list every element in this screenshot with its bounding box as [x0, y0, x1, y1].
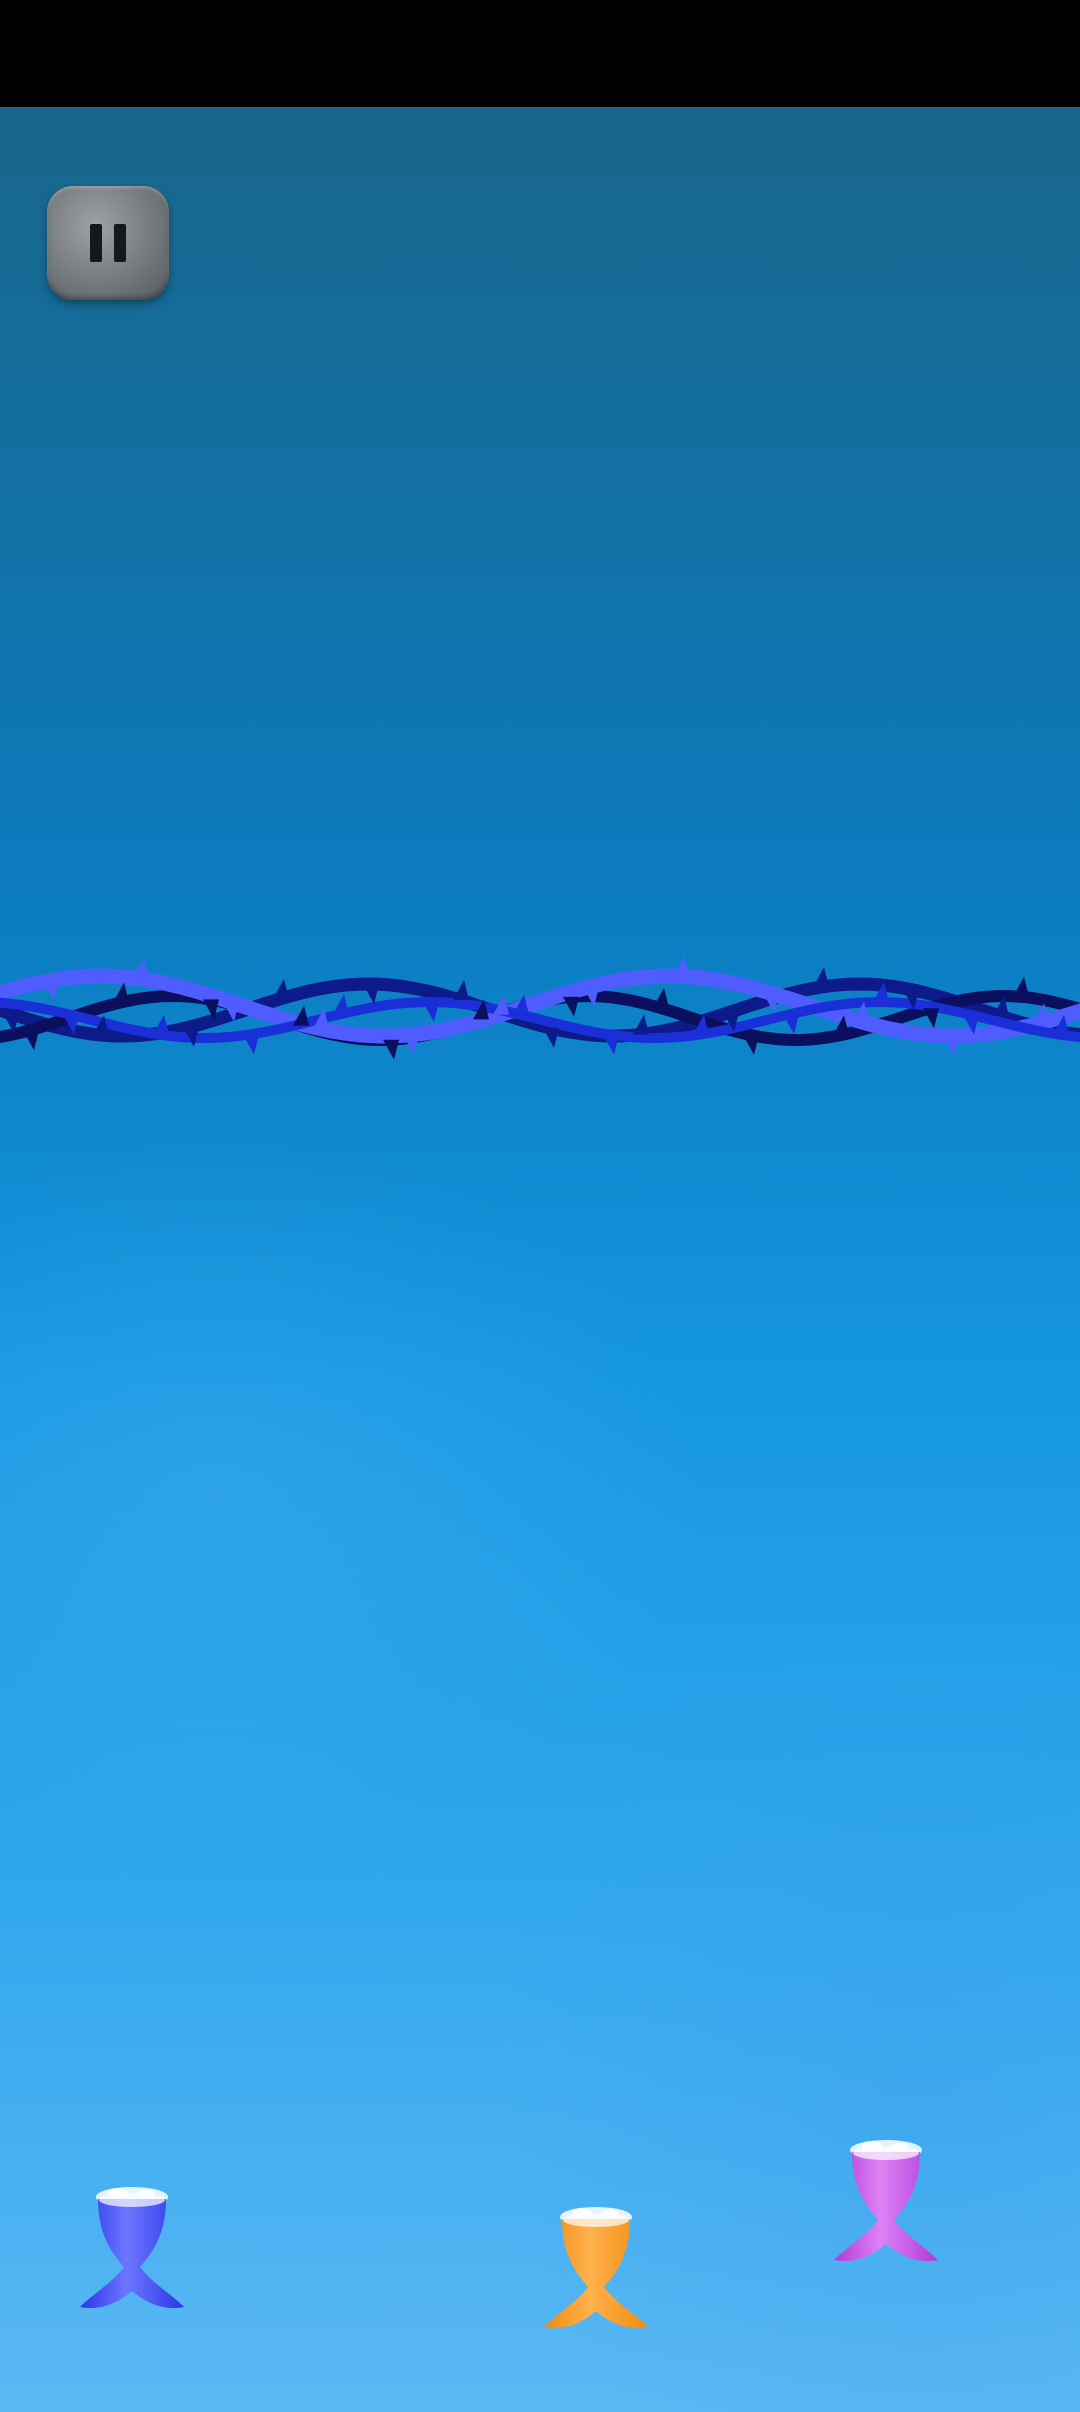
vine-thorn — [133, 958, 149, 979]
vine-thorn — [783, 1014, 799, 1035]
vine-thorn — [493, 994, 509, 1015]
vine-thorn — [223, 1001, 239, 1022]
orange-fish-tail[interactable] — [536, 2195, 656, 2345]
vine-thorn — [203, 999, 219, 1020]
vine-thorn — [313, 1008, 329, 1029]
vine-thorn — [43, 980, 59, 1001]
pause-icon — [90, 224, 126, 262]
vine-thorn — [943, 1035, 959, 1056]
vine-thorn — [633, 1014, 649, 1035]
vine-thorn — [543, 1027, 559, 1048]
vine-thorn — [363, 984, 379, 1005]
status-bar — [0, 0, 1080, 107]
vine-thorn — [763, 992, 779, 1013]
vine-thorn — [963, 1014, 979, 1035]
vine-thorn — [423, 1002, 439, 1023]
water-background — [0, 107, 1080, 2412]
vine-thorn — [3, 1013, 19, 1034]
vine-thorn — [243, 1034, 259, 1055]
vine-thorn — [273, 978, 289, 999]
vine-thorn — [113, 982, 129, 1003]
vine-thorn — [603, 1034, 619, 1055]
vine-thorn — [183, 1026, 199, 1047]
vine-thorn — [93, 1014, 109, 1035]
fish-tail-icon — [544, 2207, 648, 2329]
vine-thorn — [653, 987, 669, 1008]
vine-thorn — [1013, 976, 1029, 997]
vine-thorn — [23, 1030, 39, 1051]
vine-thorn — [853, 1001, 869, 1022]
vine-thorn — [383, 1039, 399, 1060]
vine-thorn — [1033, 1003, 1049, 1024]
vine-thorn — [583, 986, 599, 1007]
fish-tail-icon — [834, 2140, 938, 2262]
blue-fish-tail[interactable] — [72, 2175, 192, 2325]
pause-button[interactable] — [47, 186, 169, 300]
thorn-vine-obstacle — [0, 956, 1080, 1060]
vine-thorn — [873, 982, 889, 1003]
vine-thorn — [833, 1015, 849, 1036]
vine-thorn — [403, 1034, 419, 1055]
vine-thorn — [723, 1012, 739, 1033]
vine-thorn — [473, 999, 489, 1020]
vine-thorn — [693, 1014, 709, 1035]
vine-thorn — [923, 1008, 939, 1029]
vine-thorn — [993, 995, 1009, 1016]
vine-thorn — [673, 956, 689, 977]
vine-thorn — [333, 994, 349, 1015]
vine-strand — [0, 968, 1080, 1044]
vine-thorn — [63, 1014, 79, 1035]
magenta-fish-tail[interactable] — [826, 2128, 946, 2278]
vine-thorn — [1053, 1014, 1069, 1035]
fish-tail-icon — [80, 2187, 184, 2309]
vine-thorn — [903, 989, 919, 1010]
vine-thorn — [293, 1005, 309, 1026]
vine-thorn — [813, 967, 829, 988]
vine-thorn — [513, 994, 529, 1015]
vine-thorn — [453, 979, 469, 1000]
vine-thorn — [743, 1034, 759, 1055]
vine-thorn — [153, 1014, 169, 1035]
vine-thorn — [563, 996, 579, 1017]
